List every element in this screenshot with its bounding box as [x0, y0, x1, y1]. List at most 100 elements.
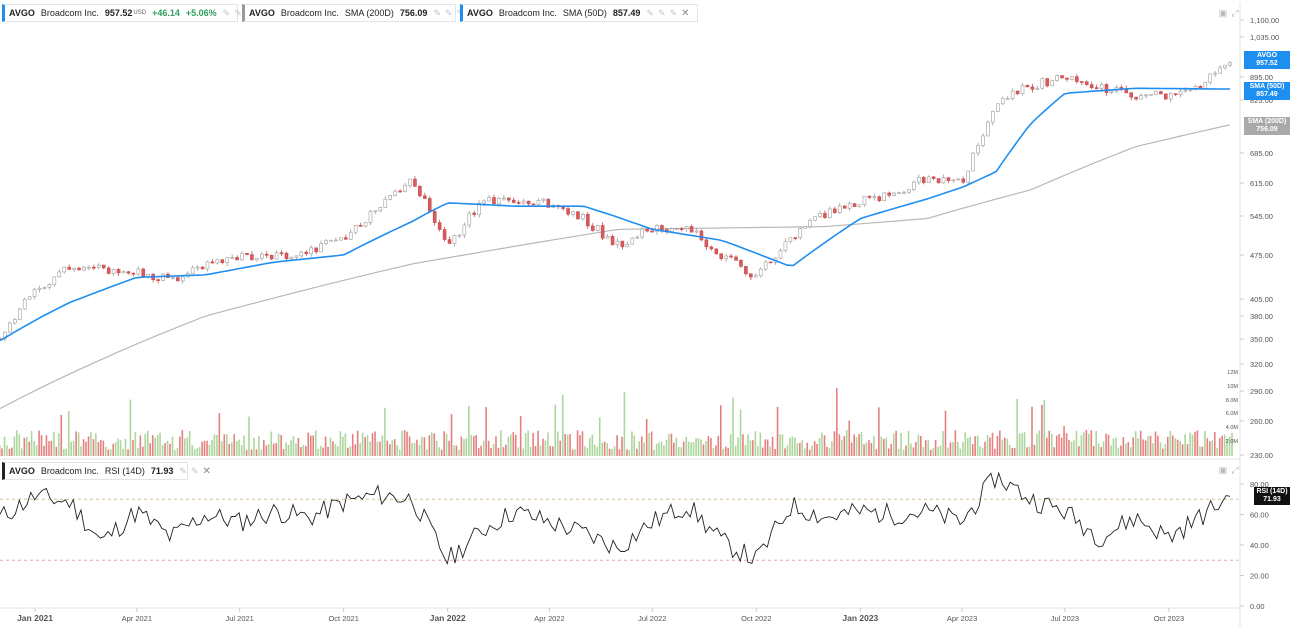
candle [398, 190, 402, 193]
fullscreen-icon[interactable]: ⤢ [1231, 465, 1239, 475]
volume-bar [724, 446, 727, 456]
candle [699, 230, 704, 241]
volume-bar [386, 440, 389, 456]
fullscreen-icon[interactable]: ⤢ [1231, 8, 1239, 18]
volume-bar [460, 436, 463, 456]
volume-bar [836, 388, 838, 456]
volume-bar [267, 444, 270, 456]
candle [971, 152, 975, 172]
volume-bar [722, 448, 725, 456]
candle [1040, 78, 1045, 89]
volume-bar [421, 436, 423, 456]
volume-bar [322, 447, 324, 456]
candle [176, 277, 180, 282]
volume-bar [883, 438, 885, 456]
candle [343, 237, 348, 240]
legend-sma200[interactable]: AVGO Broadcom Inc. SMA (200D) 756.09 ✎ ✎… [242, 4, 476, 22]
volume-bar [379, 441, 381, 456]
volume-bar [870, 443, 873, 456]
volume-bar [275, 443, 278, 456]
candle [586, 213, 590, 227]
settings-icon[interactable]: ✎ [646, 7, 654, 18]
volume-bar [453, 445, 455, 456]
candle [1065, 77, 1069, 80]
volume-bar [554, 404, 557, 456]
volume-bar [621, 436, 623, 456]
close-icon[interactable]: ✕ [681, 7, 690, 19]
settings-icon[interactable]: ✎ [222, 7, 231, 18]
volume-bar [756, 446, 759, 456]
volume-bar [183, 438, 186, 456]
close-icon[interactable]: ✕ [202, 465, 211, 477]
volume-bar [700, 439, 702, 456]
volume-bar [529, 446, 532, 456]
settings-icon[interactable]: ✎ [179, 465, 187, 476]
volume-bar [11, 447, 13, 456]
candle [171, 277, 175, 279]
volume-bar [132, 440, 134, 456]
volume-bar [226, 434, 228, 456]
add-icon[interactable]: ▣ [1218, 465, 1228, 475]
volume-bar [779, 434, 781, 456]
volume-bar [1058, 434, 1060, 456]
candle [284, 252, 289, 260]
candle [1134, 96, 1138, 100]
volume-bar [127, 449, 129, 456]
candle [907, 189, 911, 193]
volume-bar [1070, 441, 1073, 456]
volume-bar [411, 443, 413, 456]
volume-bar [962, 442, 964, 456]
candle [403, 184, 407, 192]
visibility-icon[interactable]: ✎ [234, 7, 242, 18]
visibility-icon[interactable]: ✎ [657, 7, 666, 18]
candle [487, 197, 491, 202]
candle [136, 268, 141, 275]
candle [1005, 97, 1010, 100]
volume-bar [85, 441, 87, 456]
volume-bar [1130, 447, 1132, 456]
volume-bar [910, 443, 912, 456]
candle [635, 236, 640, 239]
legend-sma50[interactable]: AVGO Broadcom Inc. SMA (50D) 857.49 ✎ ✎ … [460, 4, 698, 22]
volume-bar [673, 442, 675, 456]
volume-bar [270, 431, 273, 456]
volume-bar [803, 448, 806, 456]
visibility-icon[interactable]: ✎ [190, 465, 199, 476]
visibility-icon[interactable]: ✎ [444, 7, 453, 18]
volume-bar [258, 436, 260, 456]
volume-tick-label: 6.0M [1226, 411, 1239, 417]
legend-sma50-value: 857.49 [612, 8, 641, 18]
volume-bar [1048, 430, 1051, 456]
volume-bar [1189, 432, 1191, 456]
legend-rsi[interactable]: AVGO Broadcom Inc. RSI (14D) 71.93 ✎ ✎ ✕ [2, 462, 211, 480]
candle [645, 228, 649, 232]
candle [260, 253, 264, 259]
candle [694, 230, 699, 233]
volume-bar [292, 436, 295, 456]
volume-bar [631, 431, 633, 456]
price-tick-label: 405.00 [1250, 295, 1273, 304]
volume-bar [845, 430, 848, 456]
add-icon[interactable]: ▣ [1218, 8, 1228, 18]
volume-bar [695, 438, 697, 456]
volume-bar [470, 434, 473, 456]
volume-bar [139, 435, 142, 456]
volume-bar [766, 439, 769, 456]
candle [161, 273, 165, 281]
volume-bar [164, 443, 166, 456]
volume-bar [843, 436, 846, 456]
settings-icon[interactable]: ✎ [433, 7, 441, 18]
candle [793, 237, 798, 239]
volume-bar [1152, 443, 1154, 456]
volume-bar [784, 448, 786, 456]
volume-bar [1097, 443, 1100, 456]
candle [536, 200, 541, 205]
volume-bar [1053, 447, 1055, 456]
legend-price[interactable]: AVGO Broadcom Inc. 957.52 USD +46.14 +5.… [2, 4, 266, 22]
volume-bar [403, 430, 406, 456]
candle [778, 250, 783, 259]
volume-bar [166, 440, 169, 456]
volume-bar [366, 435, 369, 456]
more-icon[interactable]: ✎ [669, 7, 678, 18]
volume-bar [1211, 440, 1214, 456]
